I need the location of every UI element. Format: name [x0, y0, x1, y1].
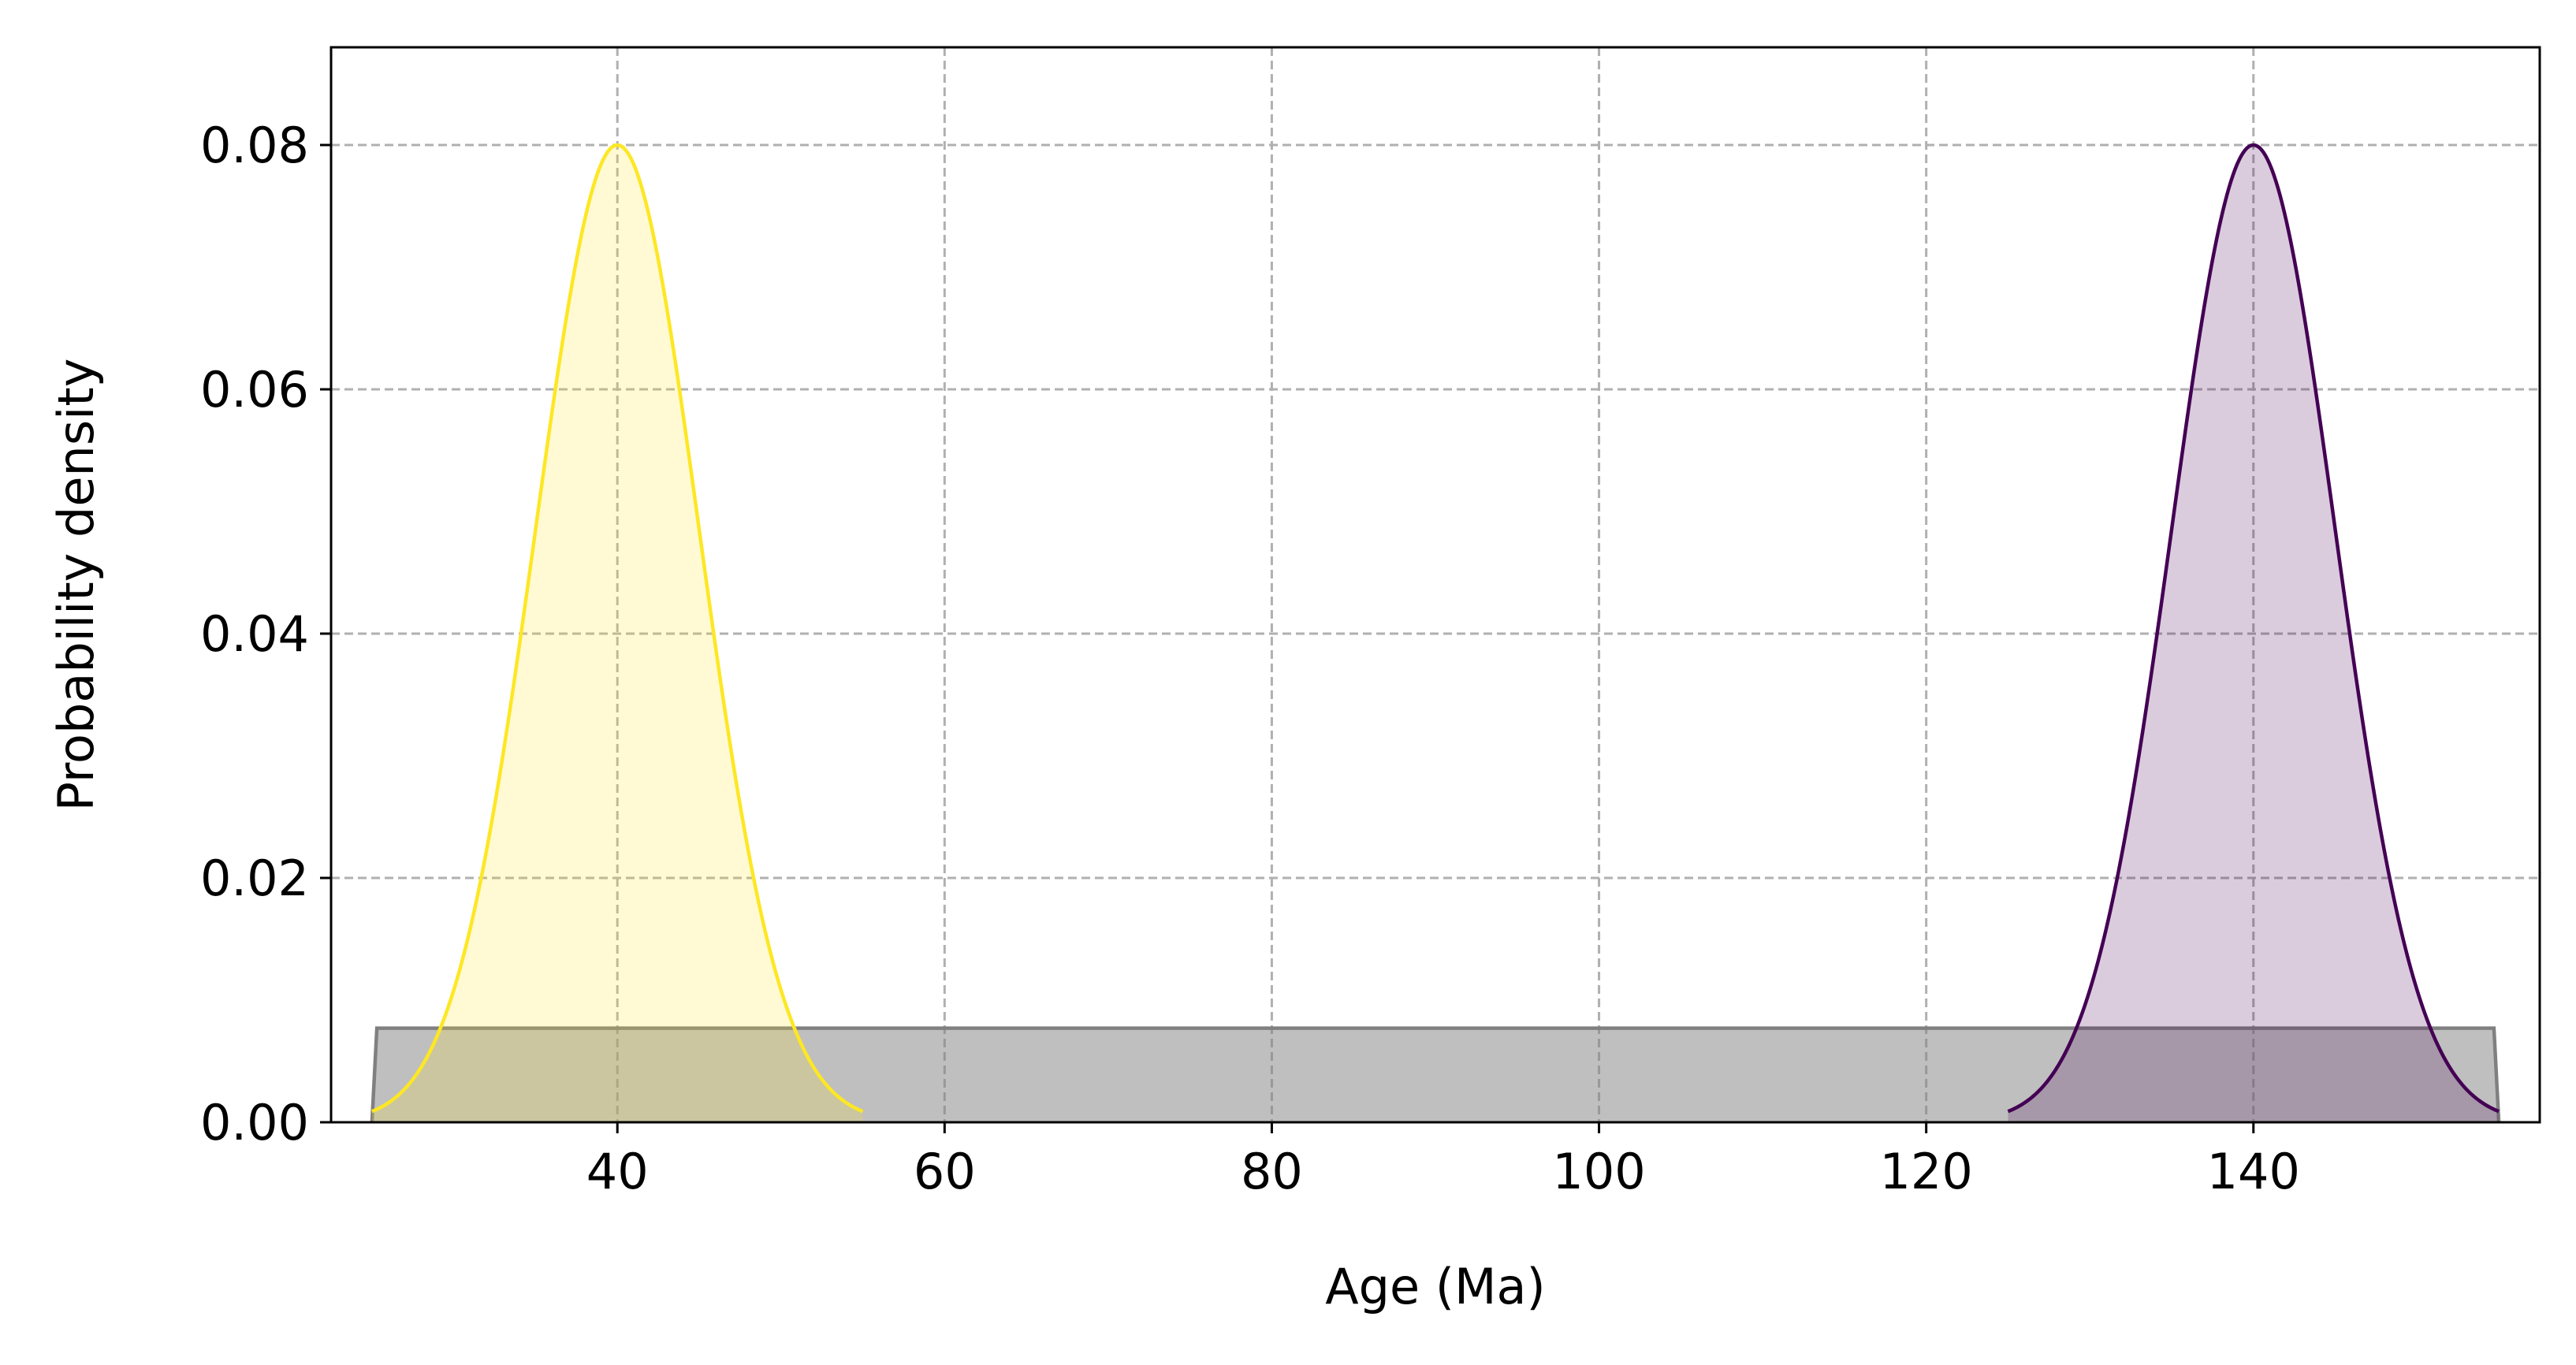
- density-area: [2008, 145, 2500, 1122]
- x-tick-label: 100: [1552, 1143, 1645, 1200]
- ticks: 40 60 80 100 120 140 0.00 0.02 0.04 0.06 0.08: [200, 117, 2300, 1200]
- grid: [331, 47, 2540, 1124]
- y-tick-label: 0.08: [200, 117, 309, 174]
- x-tick-label: 40: [586, 1143, 649, 1200]
- x-tick-label: 60: [914, 1143, 976, 1200]
- y-axis-label: Probability density: [47, 359, 105, 812]
- x-axis-label: Age (Ma): [1325, 1258, 1545, 1315]
- density-area: [371, 145, 863, 1122]
- y-tick-label: 0.06: [200, 361, 309, 418]
- density-curve: [2007, 143, 2500, 1114]
- y-tick-label: 0.02: [200, 850, 309, 907]
- uniform-outline: [370, 1026, 2501, 1123]
- x-tick-label: 120: [1879, 1143, 1972, 1200]
- uniform-area: [371, 1028, 2500, 1122]
- plot-frame: [329, 46, 2541, 1124]
- y-tick-label: 0.04: [200, 605, 309, 663]
- density-curve: [371, 143, 864, 1114]
- x-tick-label: 140: [2207, 1143, 2300, 1200]
- series-layer: [370, 143, 2501, 1123]
- x-tick-label: 80: [1241, 1143, 1303, 1200]
- y-tick-label: 0.00: [200, 1094, 309, 1151]
